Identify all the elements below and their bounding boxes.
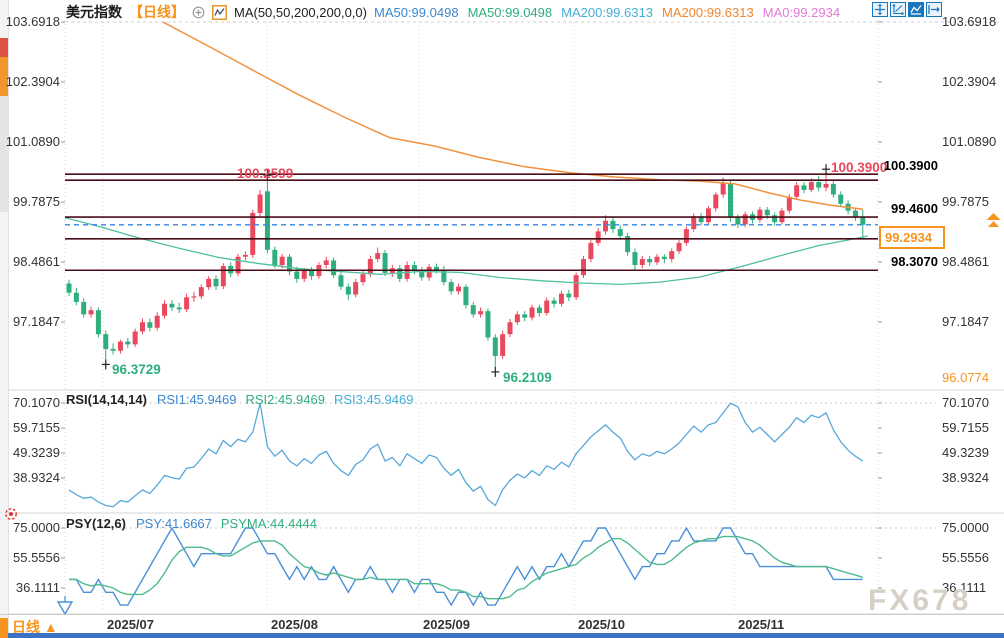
left-strip-red-segment bbox=[0, 38, 8, 57]
date-label: 2025/10 bbox=[578, 617, 625, 632]
rsi-value-label: RSI1:45.9469 bbox=[156, 392, 237, 407]
chart-header: 美元指数 【日线】 MA(50,50,200,200,0,0) MA50:99.… bbox=[66, 2, 849, 22]
svg-text:100.2599: 100.2599 bbox=[237, 166, 293, 181]
watermark: FX678 bbox=[868, 584, 972, 617]
scroll-pennant-icon[interactable] bbox=[54, 595, 76, 617]
add-compare-icon[interactable] bbox=[192, 6, 205, 19]
psy-value-label: PSYMA:44.4444 bbox=[220, 516, 318, 531]
date-label: 2025/11 bbox=[738, 617, 785, 632]
svg-text:100.3900: 100.3900 bbox=[831, 160, 887, 175]
axis-scale-icon[interactable] bbox=[890, 2, 906, 17]
bottom-scrollbar[interactable] bbox=[8, 633, 1004, 638]
psy-value-label: PSY:41.6667 bbox=[135, 516, 212, 531]
footer-period-arrow-icon: ▲ bbox=[43, 619, 58, 635]
ma-value-label: MA50:99.0498 bbox=[467, 4, 553, 20]
zoom-chart-icon[interactable] bbox=[908, 2, 924, 17]
ma-value-label: MA200:99.6313 bbox=[661, 4, 754, 20]
footer-period-button[interactable]: 日线 ▲ bbox=[12, 617, 58, 637]
psy-header: PSY(12,6) PSY:41.6667 PSYMA:44.4444 bbox=[66, 516, 326, 531]
date-label: 2025/08 bbox=[271, 617, 318, 632]
ma-value-label: MA50:99.0498 bbox=[373, 4, 459, 20]
move-icon[interactable] bbox=[872, 2, 888, 17]
left-strip-orange-segment bbox=[0, 57, 8, 96]
date-label: 2025/07 bbox=[107, 617, 154, 632]
svg-text:96.3729: 96.3729 bbox=[112, 362, 161, 377]
candlestick-style-icon[interactable] bbox=[212, 4, 227, 20]
current-price-tag: 99.2934 bbox=[879, 226, 945, 249]
psy-values: PSY:41.6667 PSYMA:44.4444 bbox=[136, 516, 326, 531]
svg-text:96.2109: 96.2109 bbox=[503, 370, 552, 385]
date-label: 2025/09 bbox=[423, 617, 470, 632]
chart-toolbar bbox=[872, 2, 942, 17]
footer-period-label: 日线 bbox=[12, 619, 40, 635]
ma-value-label: MA200:99.6313 bbox=[561, 4, 653, 20]
rsi-value-label: RSI2:45.9469 bbox=[245, 392, 325, 407]
period-tag[interactable]: 【日线】 bbox=[129, 4, 185, 20]
rsi-header: RSI(14,14,14) RSI1:45.9469 RSI2:45.9469 RS… bbox=[66, 392, 422, 407]
ma-values: MA50:99.0498 MA50:99.0498 MA200:99.6313 MA2… bbox=[374, 5, 849, 20]
left-edge-strip bbox=[0, 0, 9, 638]
live-target-icon[interactable] bbox=[2, 505, 20, 523]
footer-separator bbox=[0, 614, 1004, 615]
left-strip-gray-segment bbox=[0, 96, 8, 212]
symbol-name[interactable]: 美元指数 bbox=[66, 4, 122, 20]
ma-value-label: MA0:99.2934 bbox=[762, 4, 841, 20]
ma-settings-label[interactable]: MA(50,50,200,200,0,0) bbox=[234, 4, 367, 20]
rsi-name[interactable]: RSI(14,14,14) bbox=[66, 392, 147, 407]
psy-name[interactable]: PSY(12,6) bbox=[66, 516, 126, 531]
left-strip-corner-block bbox=[0, 618, 8, 638]
export-icon[interactable] bbox=[926, 2, 942, 17]
jump-to-latest-icon[interactable] bbox=[985, 212, 1002, 229]
rsi-values: RSI1:45.9469 RSI2:45.9469 RSI3:45.9469 bbox=[157, 392, 423, 407]
rsi-value-label: RSI3:45.9469 bbox=[333, 392, 414, 407]
